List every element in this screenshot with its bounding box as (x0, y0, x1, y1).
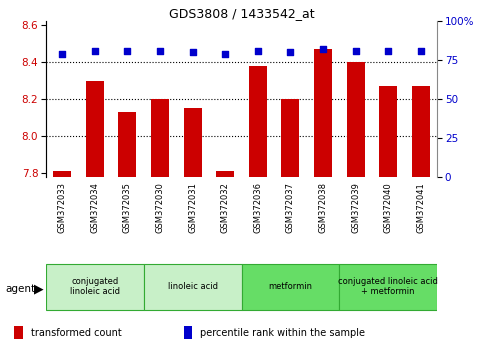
Bar (216, 171, 234, 177)
Text: percentile rank within the sample: percentile rank within the sample (200, 328, 366, 338)
Text: GSM372040: GSM372040 (384, 182, 393, 233)
Point (417, 48, 425, 54)
Bar (379, 86, 397, 177)
Point (124, 48, 131, 54)
Title: GDS3808 / 1433542_at: GDS3808 / 1433542_at (169, 7, 314, 20)
FancyBboxPatch shape (46, 264, 144, 309)
Bar (249, 66, 267, 177)
Bar (184, 108, 201, 177)
Bar (314, 49, 332, 177)
Bar (282, 99, 299, 177)
Text: transformed count: transformed count (31, 328, 122, 338)
FancyBboxPatch shape (339, 264, 437, 309)
Point (384, 48, 392, 54)
Text: linoleic acid: linoleic acid (168, 282, 218, 291)
Bar (53, 171, 71, 177)
Text: GSM372033: GSM372033 (57, 182, 67, 233)
Bar (412, 86, 430, 177)
Text: ▶: ▶ (33, 283, 43, 296)
Text: conjugated
linoleic acid: conjugated linoleic acid (70, 277, 120, 296)
Text: GSM372031: GSM372031 (188, 182, 197, 233)
Point (221, 51, 229, 57)
Point (254, 48, 262, 54)
Point (352, 48, 359, 54)
Text: agent: agent (5, 284, 36, 294)
Bar (14, 326, 23, 339)
Text: GSM372035: GSM372035 (123, 182, 132, 233)
Text: metformin: metformin (269, 282, 313, 291)
Text: GSM372032: GSM372032 (221, 182, 230, 233)
FancyBboxPatch shape (242, 264, 339, 309)
Text: GSM372038: GSM372038 (318, 182, 327, 233)
Text: GSM372034: GSM372034 (90, 182, 99, 233)
Point (319, 46, 327, 52)
Point (58, 51, 66, 57)
Point (156, 48, 164, 54)
Bar (118, 112, 136, 177)
Text: GSM372037: GSM372037 (286, 182, 295, 233)
Bar (347, 62, 365, 177)
Bar (151, 99, 169, 177)
FancyBboxPatch shape (144, 264, 242, 309)
Text: GSM372036: GSM372036 (253, 182, 262, 233)
Text: GSM372030: GSM372030 (156, 182, 165, 233)
Text: conjugated linoleic acid
+ metformin: conjugated linoleic acid + metformin (338, 277, 438, 296)
Point (286, 50, 294, 55)
Point (91, 48, 99, 54)
Point (189, 50, 197, 55)
Text: GSM372041: GSM372041 (416, 182, 426, 233)
Text: GSM372039: GSM372039 (351, 182, 360, 233)
Bar (86, 81, 104, 177)
Bar (184, 326, 192, 339)
